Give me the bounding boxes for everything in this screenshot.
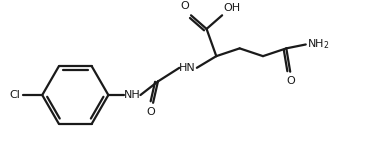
Text: O: O: [147, 107, 155, 117]
Text: Cl: Cl: [9, 90, 20, 100]
Text: NH$_2$: NH$_2$: [307, 38, 329, 51]
Text: HN: HN: [179, 63, 196, 73]
Text: O: O: [180, 1, 189, 11]
Text: O: O: [287, 76, 296, 86]
Text: OH: OH: [223, 3, 240, 13]
Text: NH: NH: [124, 90, 141, 100]
